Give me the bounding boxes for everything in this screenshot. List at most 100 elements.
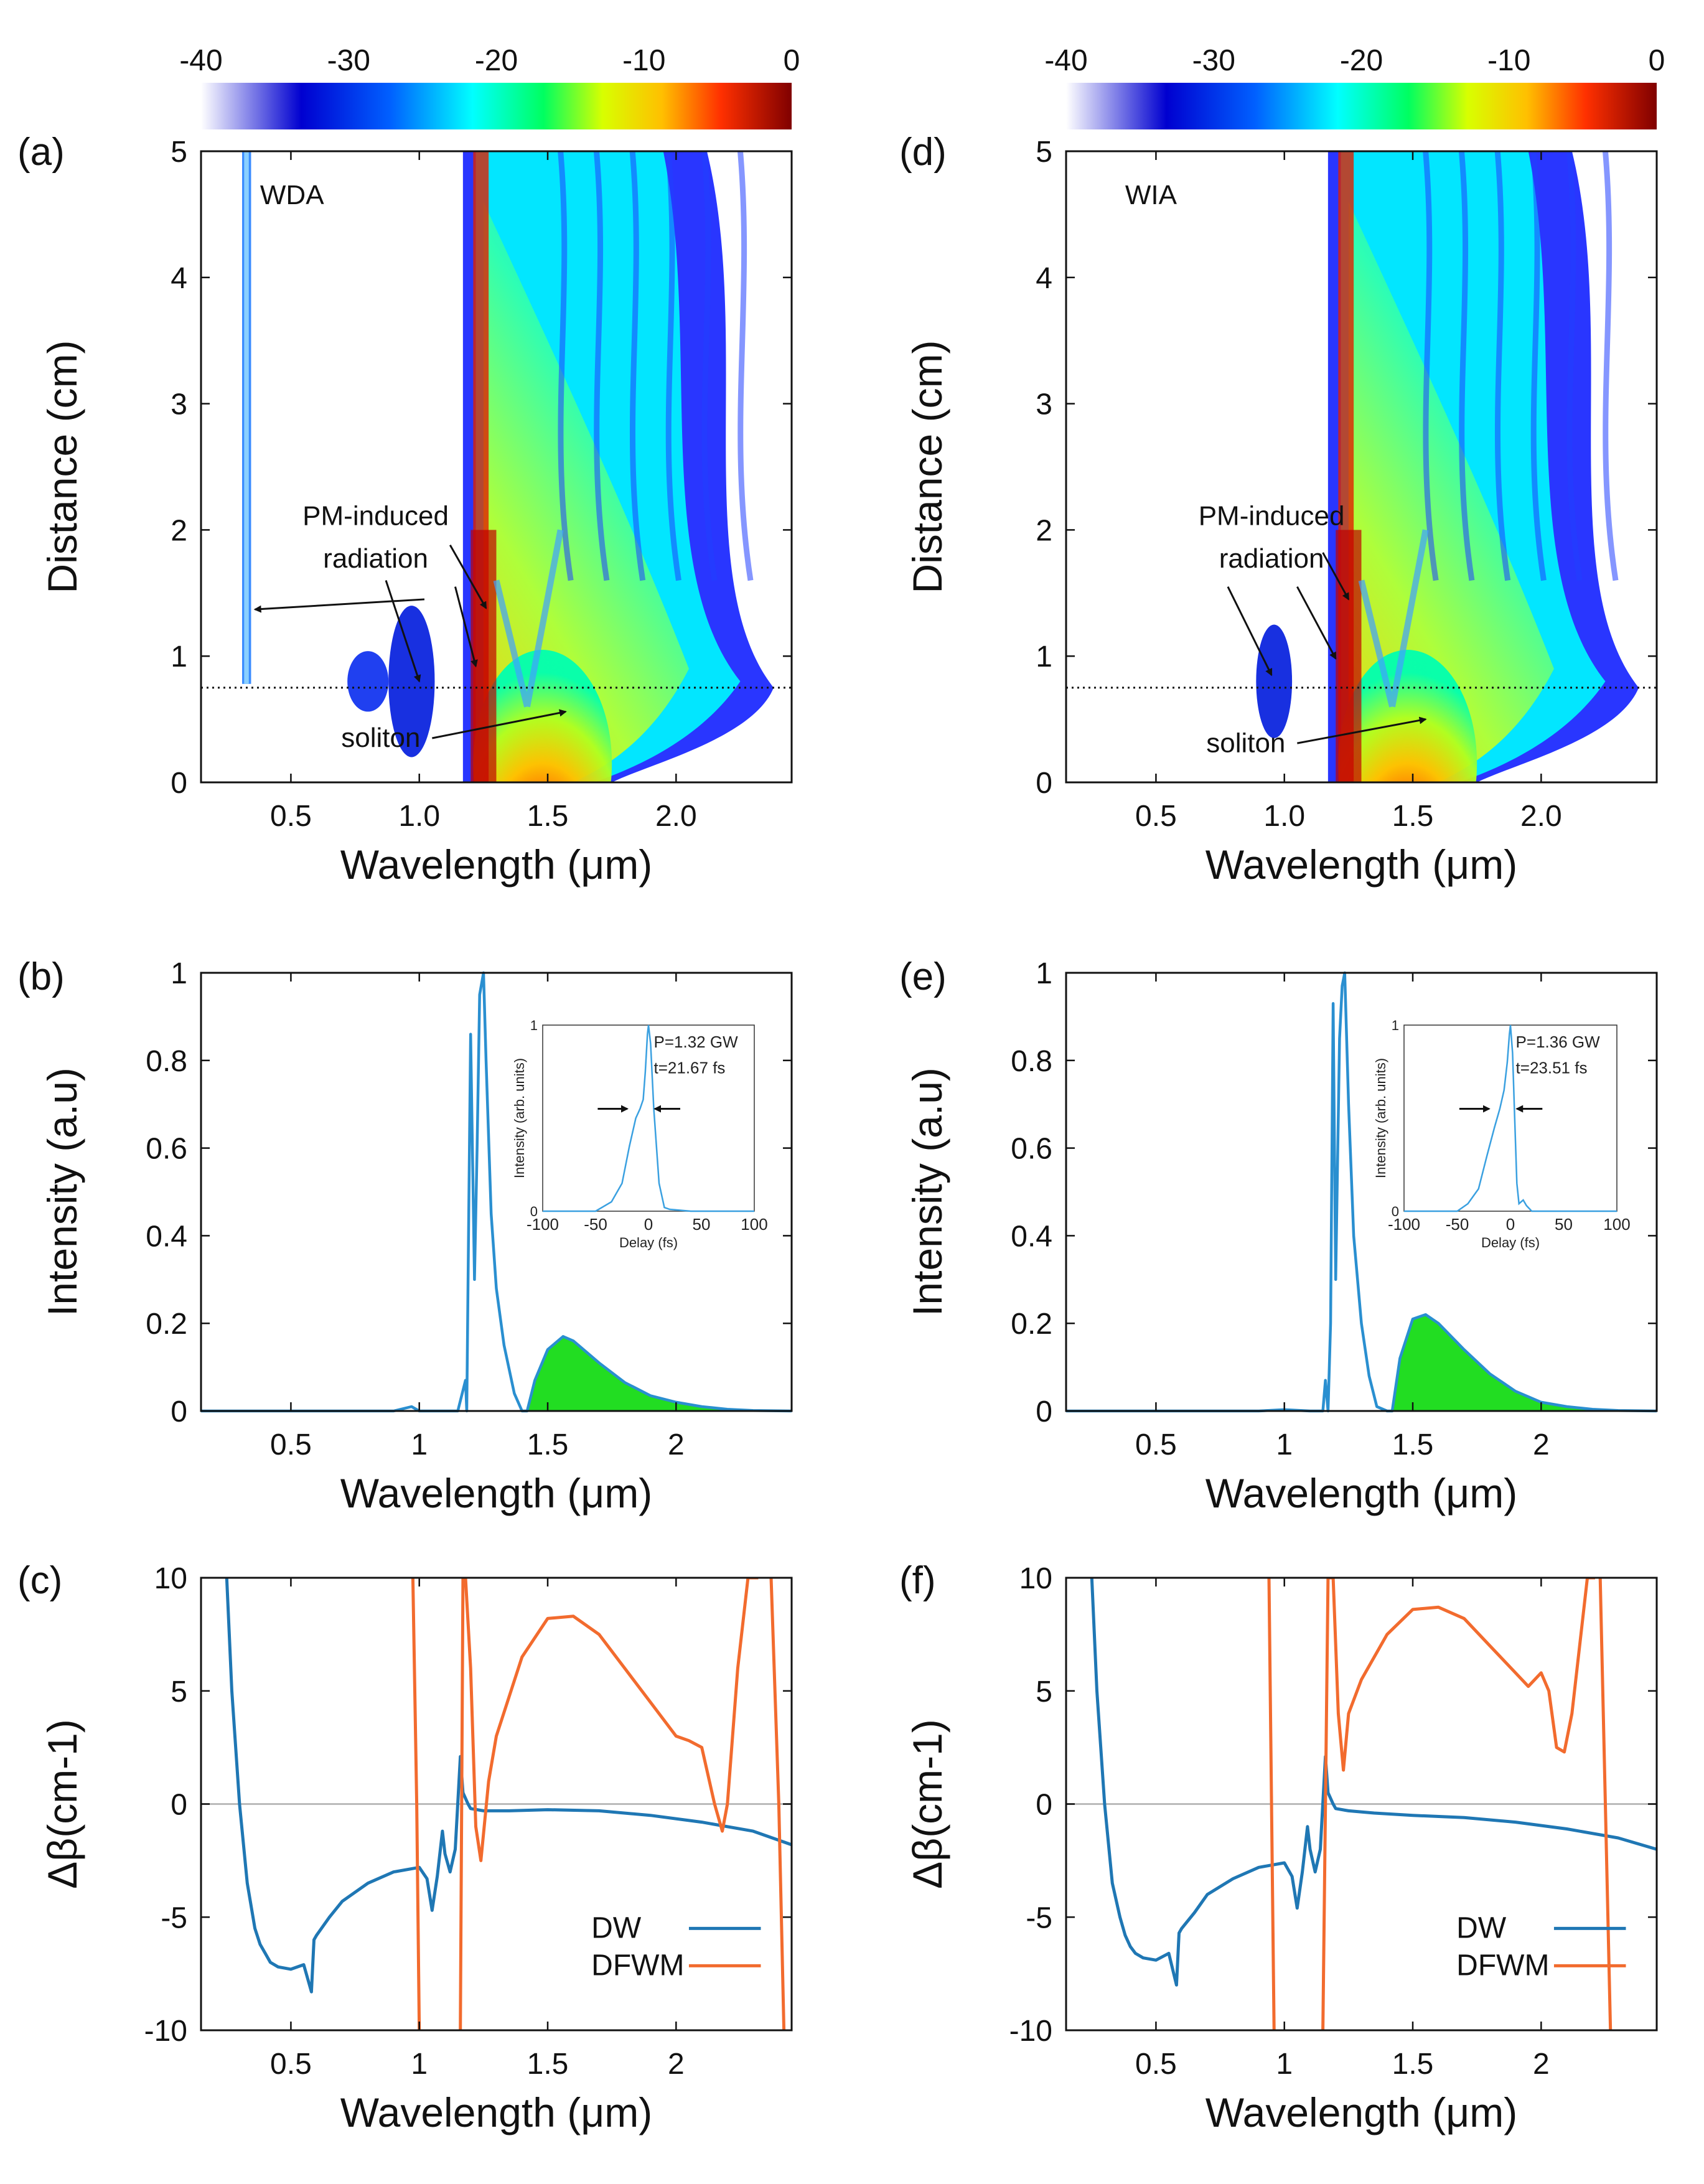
heatmap-image: [242, 151, 774, 782]
inset-frame: [542, 1024, 755, 1212]
heatmap-fringe: [558, 151, 574, 581]
y-tick-label: 1: [1036, 957, 1052, 990]
x-tick-label: 1: [411, 1428, 428, 1461]
colorbar-tick-label: -20: [475, 44, 518, 77]
y-tick-label: 1: [171, 957, 187, 990]
heatmap-fringe: [1602, 151, 1619, 581]
y-tick-label: 5: [171, 1675, 187, 1708]
y-axis-label: Distance (cm): [39, 340, 85, 593]
y-tick-label: 0.8: [146, 1045, 187, 1078]
inset-x-label: Delay (fs): [619, 1235, 678, 1250]
x-tick-label: 2: [1533, 1428, 1550, 1461]
y-tick-label: -10: [1009, 2015, 1052, 2048]
heatmap-fringe: [665, 151, 681, 581]
x-tick-label: 1.5: [527, 2048, 569, 2081]
x-tick-label: 1.0: [1263, 800, 1305, 833]
x-tick-label: 1.5: [1392, 2048, 1434, 2081]
series-dfwm-line: [411, 1578, 421, 2030]
x-tick-label: 1.0: [398, 800, 440, 833]
panel-title: WDA: [260, 180, 324, 210]
series-dfwm-line: [769, 1578, 786, 2030]
y-tick-label: 0: [171, 1395, 187, 1428]
inset-width-label: t=23.51 fs: [1516, 1059, 1588, 1077]
inset-y-tick-label: 1: [1392, 1018, 1399, 1033]
legend-label: DW: [1456, 1911, 1507, 1944]
heatmap-v-feature: [493, 529, 564, 708]
colorbar-tick-label: 0: [784, 44, 800, 77]
y-tick-label: 0: [1036, 1789, 1052, 1822]
x-tick-label: 2.0: [655, 800, 697, 833]
heatmap-fringe: [1423, 151, 1439, 581]
x-tick-label: 1: [411, 2048, 428, 2081]
series-dfwm-line: [1267, 1578, 1276, 2030]
x-tick-label: 1.5: [1392, 1428, 1434, 1461]
legend-label: DW: [591, 1911, 642, 1944]
y-tick-label: 0.4: [1011, 1220, 1052, 1253]
inset-x-tick-label: 50: [693, 1215, 711, 1234]
annotation-arrow: [1296, 586, 1337, 660]
y-tick-label: 1: [1036, 640, 1052, 673]
spectrum-line: [201, 971, 792, 1413]
x-tick-label: 0.5: [1135, 1428, 1177, 1461]
series-dfwm-line: [1598, 1578, 1613, 2030]
heatmap-pm-blob: [388, 606, 435, 757]
heatmap-fan: [483, 202, 689, 782]
panel-label: (b): [17, 955, 65, 998]
inset-x-tick-label: 0: [644, 1215, 653, 1234]
x-axis-label: Wavelength (μm): [1205, 841, 1517, 888]
colorbar-tick-label: -10: [622, 44, 665, 77]
phase-curves: [201, 1578, 792, 2030]
legend-label: DFWM: [1456, 1949, 1549, 1982]
spectrum-panel: 0.5 1 1.5 2 Wavelength (μm) 0 0.2 0.4 0.6 0.8 1 Int…: [899, 955, 1658, 1516]
inset-x-label: Delay (fs): [1481, 1235, 1540, 1250]
y-tick-label: 0.2: [146, 1308, 187, 1341]
x-tick-label: 0.5: [1135, 800, 1177, 833]
inset-y-tick-label: 1: [530, 1018, 538, 1033]
y-axis-label: Intensity (a.u): [39, 1067, 85, 1316]
heatmap-pm-blob: [347, 651, 389, 712]
panel-title: WIA: [1125, 180, 1177, 210]
y-tick-label: -5: [161, 1901, 187, 1934]
phase-panel: 0.5 1 1.5 2 Wavelength (μm) -10 -5 0 5 10 Δβ(cm-1)…: [17, 1559, 793, 2135]
annotation-pm: PM-induced: [302, 500, 449, 531]
y-tick-label: 3: [171, 388, 187, 421]
y-tick-label: 2: [1036, 514, 1052, 547]
annotation-arrow: [449, 544, 487, 609]
heatmap-soliton-region: [1338, 650, 1477, 782]
x-tick-label: 0.5: [270, 1428, 312, 1461]
x-tick-label: 2: [668, 2048, 685, 2081]
spectrum-line: [1066, 971, 1657, 1413]
legend: DW DFWM: [591, 1911, 761, 1982]
colorbar: -40 -30 -20 -10 0: [179, 44, 800, 129]
inset-x-tick-label: -50: [584, 1215, 607, 1234]
heatmap-fringe: [1458, 151, 1475, 581]
axes-frame: [1065, 972, 1658, 1412]
series-dw-line: [1090, 1578, 1657, 1987]
x-tick-label: 2: [668, 1428, 685, 1461]
phase-panel: 0.5 1 1.5 2 Wavelength (μm) -10 -5 0 5 10 Δβ(cm-1)…: [899, 1559, 1658, 2135]
y-tick-label: 0: [171, 767, 187, 800]
inset-x-tick-label: 0: [1506, 1215, 1515, 1234]
heatmap-image: [1256, 151, 1639, 782]
inset-power-label: P=1.36 GW: [1516, 1033, 1601, 1051]
colorbar-gradient: [1066, 83, 1657, 129]
heatmap-pm-core: [470, 530, 497, 782]
panel-label: (e): [899, 955, 947, 998]
colorbar-tick-label: -30: [1192, 44, 1235, 77]
annotation-arrow: [1297, 716, 1427, 744]
series-dfwm-line: [459, 1578, 759, 2030]
panel-label: (c): [17, 1559, 62, 1602]
inset-x-tick-label: 100: [741, 1215, 767, 1234]
colorbar-gradient: [201, 83, 792, 129]
y-axis-label: Intensity (a.u): [904, 1067, 950, 1316]
y-tick-label: 5: [1036, 1675, 1052, 1708]
annotation-soliton: soliton: [1206, 728, 1285, 758]
colorbar: -40 -30 -20 -10 0: [1044, 44, 1665, 129]
annotation-radiation: radiation: [1219, 543, 1324, 574]
series-dfwm-line: [1321, 1578, 1595, 2030]
y-tick-label: 0.6: [1011, 1133, 1052, 1166]
annotation-soliton: soliton: [341, 723, 420, 753]
inset-plot: -100 -50 0 50 100 0 1 Delay (fs) Intensity (arb.…: [512, 1018, 768, 1250]
annotation-arrow: [454, 586, 478, 668]
x-axis-label: Wavelength (μm): [340, 1470, 652, 1516]
